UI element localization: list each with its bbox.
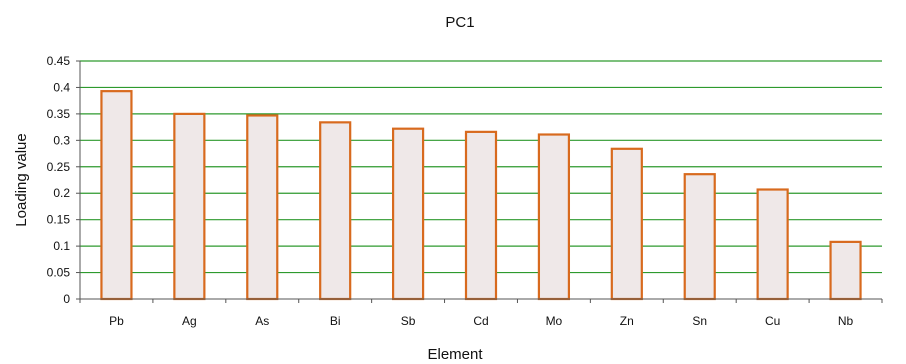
y-tick-labels: 0 0.05 0.1 0.15 0.2 0.25 0.3 0.35 0.4 0.45 <box>47 54 71 306</box>
x-tick-label: Cu <box>765 314 780 328</box>
x-tick-label: Pb <box>109 314 124 328</box>
y-tick-label: 0.3 <box>53 133 70 147</box>
x-tick-label: Mo <box>546 314 563 328</box>
bar-nb <box>831 242 861 299</box>
y-tick-label: 0.1 <box>53 239 70 253</box>
y-tick-label: 0 <box>63 292 70 306</box>
bar-zn <box>612 149 642 299</box>
bars <box>101 91 860 299</box>
bar-cd <box>466 132 496 299</box>
y-axis-label: Loading value <box>13 133 30 226</box>
chart-title: PC1 <box>445 14 474 31</box>
bar-bi <box>320 122 350 299</box>
x-tick-labels: Pb Ag As Bi Sb Cd Mo Zn Sn Cu Nb <box>109 314 853 328</box>
y-tick-label: 0.2 <box>53 186 70 200</box>
y-tick-label: 0.25 <box>47 160 71 174</box>
x-tick-label: Sb <box>401 314 416 328</box>
x-tick-label: Sn <box>692 314 707 328</box>
x-tick-label: As <box>255 314 269 328</box>
bar-mo <box>539 135 569 299</box>
y-tick-label: 0.35 <box>47 107 71 121</box>
y-tick-label: 0.15 <box>47 213 71 227</box>
bar-pb <box>101 91 131 299</box>
bar-cu <box>758 190 788 299</box>
bar-ag <box>174 114 204 299</box>
x-tick-label: Bi <box>330 314 341 328</box>
x-tick-label: Cd <box>473 314 488 328</box>
bar-as <box>247 115 277 299</box>
y-tick-label: 0.4 <box>53 80 70 94</box>
bar-sn <box>685 174 715 299</box>
y-tick-label: 0.05 <box>47 266 71 280</box>
x-tick-label: Zn <box>620 314 634 328</box>
bar-sb <box>393 129 423 299</box>
y-tick-label: 0.45 <box>47 54 71 68</box>
x-tick-label: Nb <box>838 314 854 328</box>
x-axis-label: Element <box>427 346 483 363</box>
x-tick-label: Ag <box>182 314 197 328</box>
